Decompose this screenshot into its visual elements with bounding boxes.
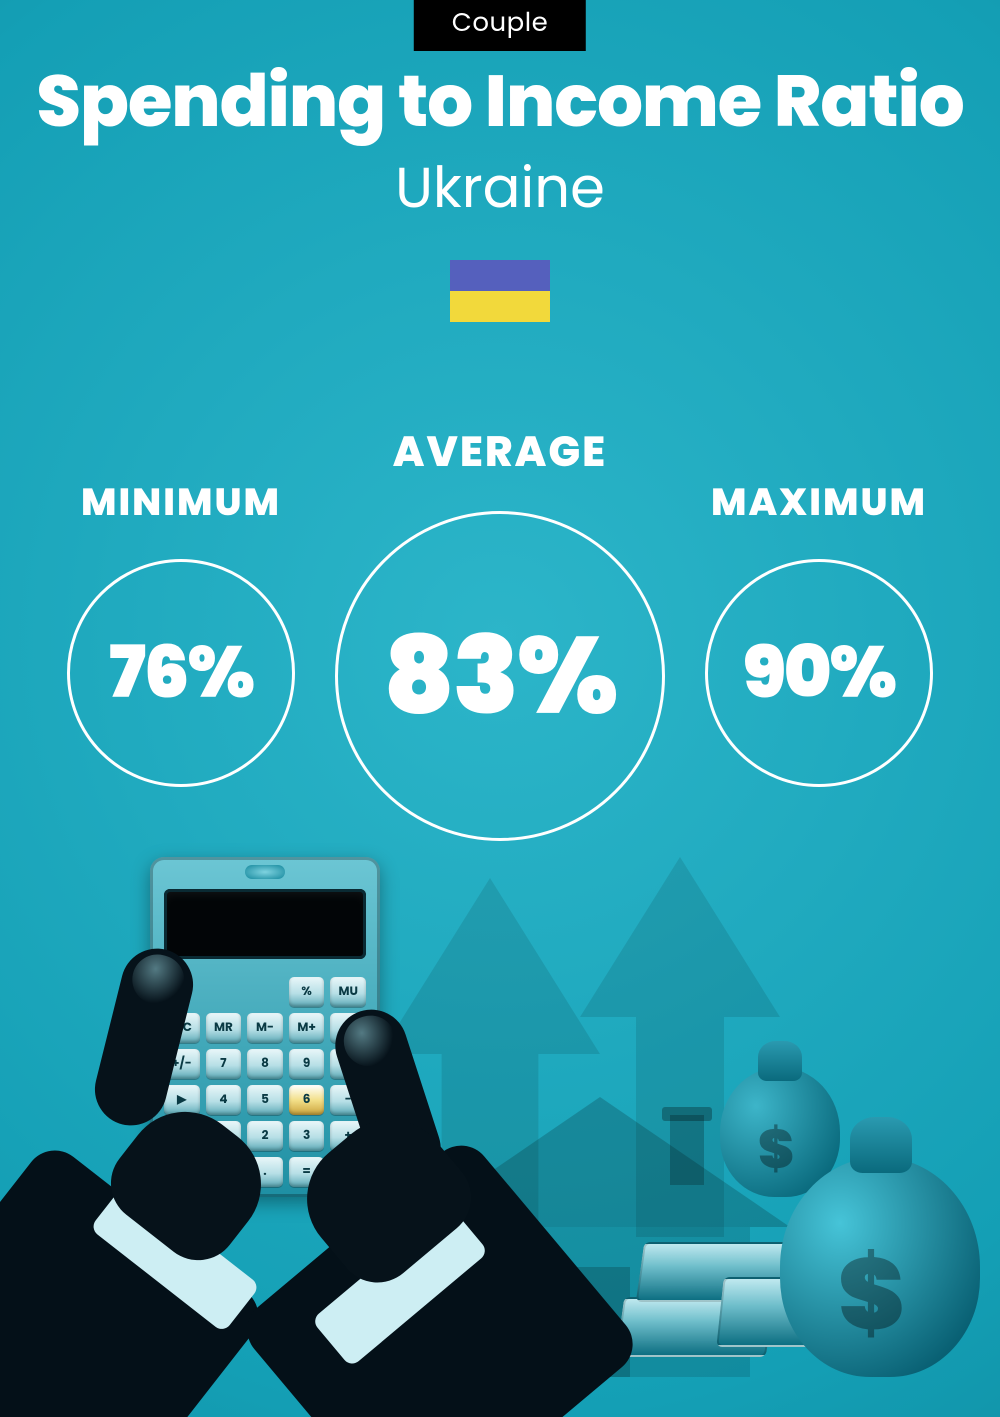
stats-row: MINIMUM 76% AVERAGE 83% MAXIMUM 90% <box>0 420 1000 841</box>
dollar-sign-icon: $ <box>838 1219 905 1369</box>
calculator-key: M+ <box>289 1013 325 1043</box>
bottom-illustration: $ $ %MUMCMRM-M+:+/-789x▶456-C/A123+000.= <box>0 797 1000 1417</box>
category-tab: Couple <box>414 0 586 51</box>
stat-average: AVERAGE 83% <box>335 420 665 841</box>
stat-maximum: MAXIMUM 90% <box>705 474 933 787</box>
calculator-key: MU <box>330 977 366 1007</box>
stat-maximum-label: MAXIMUM <box>711 474 927 531</box>
stat-minimum-label: MINIMUM <box>81 474 281 531</box>
flag-top-stripe <box>450 260 550 291</box>
money-bag-icon: $ <box>780 1157 980 1377</box>
calculator-key: 4 <box>206 1085 242 1115</box>
hands-calculator-icon: %MUMCMRM-M+:+/-789x▶456-C/A123+000.= <box>60 857 480 1417</box>
country-subtitle: Ukraine <box>0 145 1000 230</box>
calculator-key: 2 <box>247 1121 283 1151</box>
page-title: Spending to Income Ratio <box>0 48 1000 156</box>
flag-bottom-stripe <box>450 291 550 322</box>
stat-average-label: AVERAGE <box>393 420 607 483</box>
calculator-key: 7 <box>206 1049 242 1079</box>
stat-average-value: 83% <box>384 595 617 757</box>
calculator-key: 9 <box>289 1049 325 1079</box>
stat-average-circle: 83% <box>335 511 665 841</box>
calculator-key: MR <box>206 1013 242 1043</box>
stat-minimum: MINIMUM 76% <box>67 474 295 787</box>
calculator-key: 5 <box>247 1085 283 1115</box>
stat-minimum-value: 76% <box>109 619 253 727</box>
stat-minimum-circle: 76% <box>67 559 295 787</box>
calculator-key: 3 <box>289 1121 325 1151</box>
stat-maximum-value: 90% <box>743 619 895 727</box>
calculator-key: 8 <box>247 1049 283 1079</box>
stat-maximum-circle: 90% <box>705 559 933 787</box>
dollar-sign-icon: $ <box>758 1109 794 1190</box>
ukraine-flag-icon <box>450 260 550 322</box>
calculator-screen <box>164 889 366 959</box>
calculator-key: 6 <box>289 1085 325 1115</box>
calculator-key: M- <box>247 1013 283 1043</box>
calculator-key: % <box>289 977 325 1007</box>
